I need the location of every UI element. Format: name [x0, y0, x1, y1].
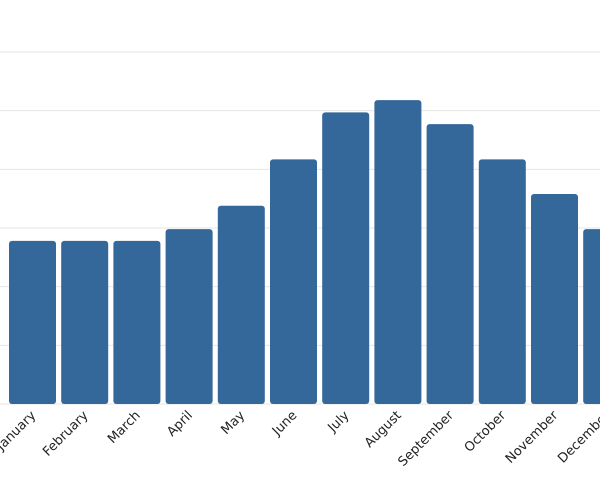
bar — [165, 229, 213, 404]
x-tick-label: August — [362, 408, 405, 451]
x-tick-label: December — [555, 408, 600, 467]
bar — [583, 229, 600, 404]
x-tick-label: April — [164, 408, 196, 440]
bar — [270, 159, 317, 404]
bar — [217, 205, 265, 404]
bar — [374, 100, 422, 405]
x-tick-label: March — [105, 408, 144, 447]
x-tick-label: June — [269, 408, 300, 439]
x-tick-label: November — [503, 408, 562, 467]
x-tick-label: May — [219, 408, 249, 438]
x-tick-label: January — [0, 408, 40, 454]
bar — [9, 240, 56, 404]
bar — [531, 193, 578, 404]
bar — [426, 124, 474, 404]
x-tick-label: July — [325, 408, 353, 436]
x-tick-label: October — [462, 408, 510, 456]
bar — [478, 159, 526, 404]
bar — [61, 240, 109, 404]
x-tick-label: September — [396, 408, 458, 470]
bar — [113, 240, 161, 404]
bar — [322, 112, 370, 404]
x-tick-label: February — [40, 408, 92, 460]
